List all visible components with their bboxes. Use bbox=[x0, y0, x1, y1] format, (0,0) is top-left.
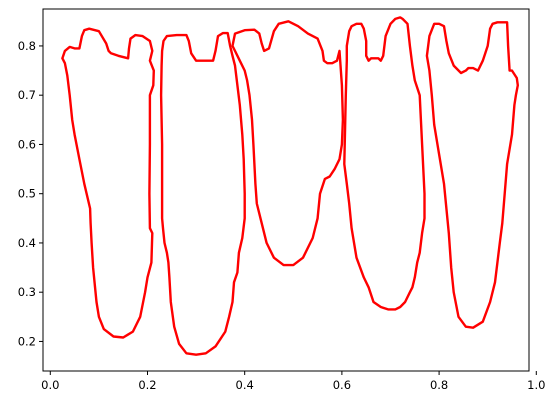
y-axis: 0.2 0.3 0.4 0.5 0.6 0.7 0.8 bbox=[18, 39, 43, 348]
y-tick-label: 0.3 bbox=[18, 285, 36, 299]
plot-area-frame bbox=[42, 8, 530, 372]
series-line-2 bbox=[159, 31, 246, 356]
x-tick-label: 0.6 bbox=[333, 378, 351, 392]
x-tick-label: 0.2 bbox=[138, 378, 156, 392]
y-tick-label: 0.4 bbox=[18, 236, 36, 250]
plot-lines bbox=[61, 16, 519, 356]
x-tick-label: 0.8 bbox=[430, 378, 448, 392]
y-tick-label: 0.8 bbox=[18, 39, 36, 53]
y-tick-label: 0.5 bbox=[18, 187, 36, 201]
x-tick-label: 1.0 bbox=[527, 378, 545, 392]
series-line-3 bbox=[231, 20, 345, 267]
series-line-1 bbox=[61, 27, 156, 339]
series-line-4 bbox=[343, 16, 426, 311]
y-tick-label: 0.6 bbox=[18, 137, 36, 151]
y-tick-label: 0.2 bbox=[18, 334, 36, 348]
x-axis: 0.0 0.2 0.4 0.6 0.8 1.0 bbox=[41, 371, 545, 392]
x-tick-label: 0.4 bbox=[236, 378, 254, 392]
y-tick-label: 0.7 bbox=[18, 88, 36, 102]
series-line-5 bbox=[425, 21, 519, 329]
x-tick-label: 0.0 bbox=[41, 378, 59, 392]
